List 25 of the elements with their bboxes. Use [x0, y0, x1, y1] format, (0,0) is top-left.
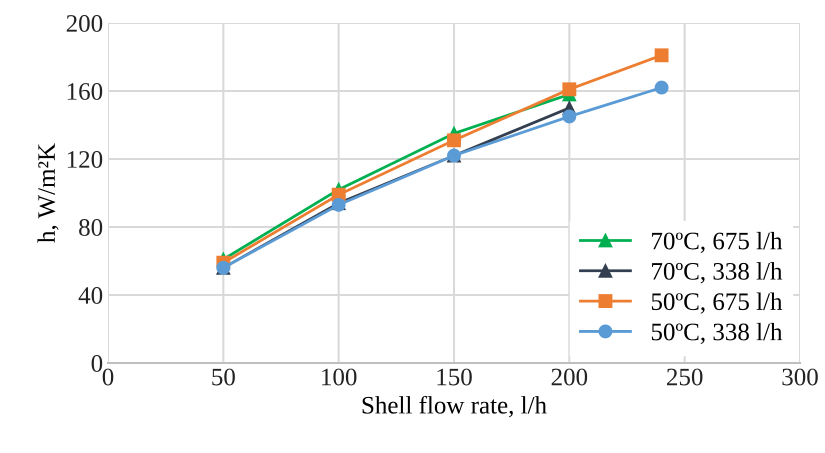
- y-axis-title: h, W/m²K: [37, 143, 59, 243]
- x-tick-label: 250: [667, 368, 702, 386]
- y-tick-label: 160: [68, 83, 102, 100]
- x-tick-label: 50: [212, 368, 235, 386]
- point: [332, 198, 346, 212]
- y-tick-label: 0: [92, 355, 102, 372]
- x-tick-label: 300: [782, 368, 818, 386]
- legend-label: 50ºC, 338 l/h: [652, 322, 782, 344]
- x-tick-label: 150: [437, 368, 472, 386]
- legend-label: 70ºC, 675 l/h: [652, 232, 782, 254]
- legend-label: 50ºC, 675 l/h: [652, 292, 782, 314]
- point: [447, 133, 461, 148]
- x-tick-label: 200: [552, 368, 588, 386]
- x-tick-label: 0: [102, 368, 114, 386]
- y-tick-label: 200: [66, 15, 102, 32]
- legend-label: 70ºC, 338 l/h: [652, 262, 782, 284]
- point: [654, 48, 669, 62]
- x-axis-title: Shell flow rate, l/h: [362, 396, 547, 418]
- point: [562, 82, 576, 96]
- y-tick-label: 40: [78, 287, 102, 304]
- point: [654, 80, 669, 95]
- y-tick-label: 120: [68, 151, 102, 168]
- x-tick-label: 100: [322, 368, 356, 386]
- y-tick-label: 80: [79, 219, 102, 236]
- point: [562, 110, 576, 124]
